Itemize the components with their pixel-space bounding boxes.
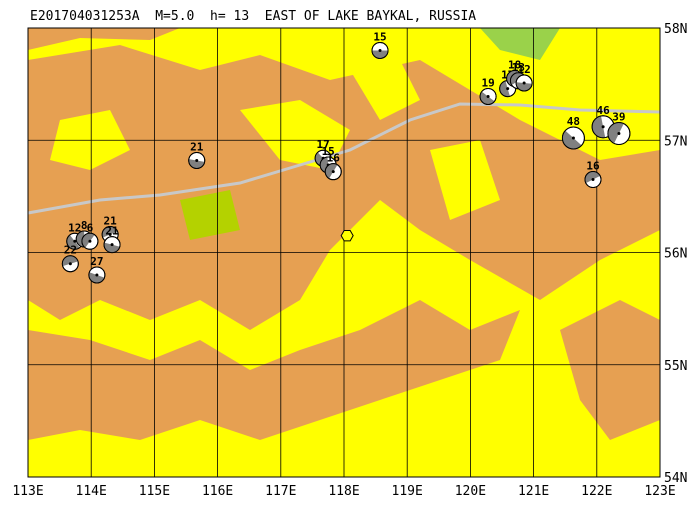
lon-label: 115E (139, 484, 170, 499)
beachball (324, 163, 342, 181)
depth-label: 21 (105, 225, 119, 238)
beachball (607, 122, 631, 146)
depth-label: 16 (586, 160, 600, 173)
beachball-center (571, 136, 575, 140)
beachball-outline (324, 163, 342, 181)
beachball-center (195, 158, 199, 162)
beachball-outline (607, 122, 631, 146)
map-frame (27, 27, 661, 478)
beachball (515, 74, 533, 92)
beachball-center (108, 233, 112, 237)
beachball (103, 236, 121, 254)
lon-label: 119E (392, 484, 423, 499)
depth-label: 19 (481, 76, 494, 89)
beachball-quadrant (104, 242, 120, 253)
beachball-center (88, 239, 92, 243)
lon-label: 114E (76, 484, 107, 499)
beachball (88, 266, 106, 284)
beachball-quadrant (62, 255, 78, 267)
depth-label: 12 (68, 221, 81, 234)
beachball-quadrant (188, 159, 205, 169)
depth-label: 48 (567, 115, 580, 128)
depth-label: 39 (612, 111, 625, 124)
beachball-quadrant (516, 82, 533, 91)
beachball-quadrant (325, 163, 338, 179)
lat-label: 54N (664, 471, 687, 486)
map-title: E201704031253A M=5.0 h= 13 EAST OF LAKE … (30, 9, 476, 24)
epicenter (340, 229, 354, 242)
beachball (371, 41, 389, 59)
beachball-center (378, 48, 382, 52)
beachball-outline (88, 266, 106, 284)
beachball-outline (561, 126, 585, 150)
lon-label: 117E (265, 484, 296, 499)
beachball (81, 232, 99, 250)
depth-label: 6 (87, 221, 94, 234)
lon-label: 120E (455, 484, 486, 499)
beachball-center (486, 94, 490, 98)
beachball-outline (188, 151, 206, 169)
lon-label: 122E (581, 484, 612, 499)
lon-label: 123E (644, 484, 675, 499)
beachball-quadrant (102, 226, 118, 238)
depth-label: 15 (373, 30, 386, 43)
lon-label: 113E (12, 484, 43, 499)
beachball-center (95, 273, 99, 277)
lon-label: 116E (202, 484, 233, 499)
depth-label: 18 (508, 59, 521, 72)
beachball-quadrant (480, 91, 495, 105)
lat-label: 55N (664, 359, 687, 374)
beachball-outline (61, 255, 79, 273)
beachball-quadrant (607, 122, 624, 144)
beachball-outline (515, 74, 533, 92)
lat-label: 57N (664, 134, 687, 149)
beachball-quadrant (81, 233, 95, 248)
beachball-center (522, 81, 526, 85)
beachball-quadrant (372, 50, 389, 59)
beachball-center (506, 87, 510, 91)
lon-label: 118E (328, 484, 359, 499)
beachball-center (110, 243, 114, 247)
depth-label: 27 (90, 255, 103, 268)
lat-label: 56N (664, 247, 687, 262)
beachball-center (68, 262, 72, 266)
lon-label: 121E (518, 484, 549, 499)
beachball-quadrant (585, 171, 601, 184)
events: 1519171813124846391621171516212112862227 (61, 30, 631, 284)
depth-label: 16 (327, 152, 341, 165)
beachball-outline (371, 41, 389, 59)
beachball (61, 255, 79, 273)
depth-label: 12 (517, 63, 530, 76)
beachball-center (601, 125, 605, 129)
beachball-quadrant (88, 272, 105, 283)
depth-label: 17 (317, 138, 330, 151)
beachball-quadrant (499, 80, 510, 97)
depth-label: 15 (322, 145, 335, 158)
beachball-outline (81, 232, 99, 250)
beachball-center (617, 132, 621, 136)
beachball-quadrant (66, 234, 80, 250)
depth-label: 13 (512, 61, 525, 74)
beachball-outline (479, 87, 497, 105)
beachball-outline (103, 236, 121, 254)
depth-label: 22 (64, 244, 77, 257)
beachball-quadrant (592, 115, 606, 138)
beachball-center (73, 239, 77, 243)
depth-label: 21 (190, 140, 204, 153)
beachball (584, 171, 602, 189)
beachball-outline (584, 171, 602, 189)
beachball-center (591, 178, 595, 182)
depth-label: 46 (596, 104, 610, 117)
beachball (561, 126, 585, 150)
depth-label: 21 (104, 215, 118, 228)
beachball (479, 87, 497, 105)
depth-label: 8 (81, 219, 88, 232)
beachball-quadrant (562, 130, 582, 150)
beachball (188, 151, 206, 169)
beachball-center (331, 170, 335, 174)
lat-label: 58N (664, 22, 687, 37)
